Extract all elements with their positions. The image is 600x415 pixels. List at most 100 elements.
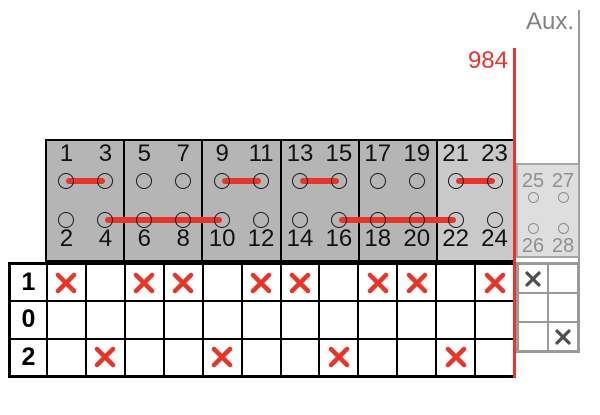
matrix-cell-r2c7 (280, 301, 320, 339)
matrix-cell-r2c11 (436, 301, 476, 339)
terminal-number-11: 11 (248, 140, 274, 167)
matrix-cell-r3c9 (358, 338, 398, 376)
terminal-block-1-4 (47, 141, 126, 260)
terminal-number-6: 6 (137, 225, 151, 252)
matrix-cell-r1c7 (280, 264, 320, 302)
matrix-cell-r3c5 (202, 338, 242, 376)
x-mark (56, 272, 77, 293)
terminal-number-21: 21 (442, 140, 469, 167)
terminal-overlay: 1 2 3 4 5 6 7 8 9 10 11 12 13 14 15 16 17 18 19 20 21 22 23 24 (47, 141, 514, 260)
matrix-cell-r2c12 (475, 301, 514, 339)
x-mark (367, 272, 389, 293)
matrix-cell-r1c3 (124, 264, 164, 302)
terminal-circle-21 (447, 173, 464, 189)
matrix-cell-r3c1 (47, 338, 86, 376)
aux-matrix-cell-r2c1 (518, 293, 548, 322)
x-mark (250, 272, 272, 293)
aux-matrix-cell-r3c1 (518, 322, 548, 351)
matrix-cell-r2c1 (47, 301, 86, 339)
matrix-cell-r2c6 (241, 301, 281, 339)
matrix-cell-r1c11 (436, 264, 476, 302)
jumper-link (105, 217, 223, 223)
aux-terminal-number-25: 25 (521, 170, 545, 192)
matrix-cell-r2c10 (397, 301, 437, 339)
matrix-cell-r2c5 (202, 301, 242, 339)
terminal-circle-11 (253, 173, 270, 189)
jumper-link (299, 178, 339, 184)
terminal-circle-23 (486, 173, 503, 189)
terminal-number-7: 7 (176, 140, 190, 167)
terminal-circle-13 (291, 173, 308, 189)
x-mark (95, 347, 116, 368)
matrix-cell-r1c9 (358, 264, 398, 302)
terminal-number-5: 5 (137, 140, 151, 167)
terminal-number-19: 19 (403, 140, 431, 167)
x-mark (133, 272, 155, 293)
wire-984-line (513, 48, 516, 378)
matrix-cell-r1c12 (475, 264, 514, 302)
terminal-block-5-8 (125, 141, 204, 260)
matrix-cell-r1c1 (47, 264, 86, 302)
matrix-cell-r1c6 (241, 264, 281, 302)
terminal-circle-8 (175, 212, 192, 228)
terminal-number-22: 22 (442, 225, 469, 252)
matrix-cell-r2c4 (163, 301, 203, 339)
terminal-circle-1 (58, 173, 75, 189)
terminal-circle-24 (486, 212, 503, 228)
terminal-number-14: 14 (286, 225, 314, 252)
x-mark (484, 272, 505, 293)
terminal-block-21-24 (437, 141, 515, 260)
aux-matrix-cell-r1c2 (548, 264, 578, 293)
aux-terminal-circle-28 (557, 223, 569, 234)
terminal-block-9-12 (203, 141, 282, 260)
terminal-circle-7 (175, 173, 192, 189)
terminal-circle-15 (330, 173, 347, 189)
terminal-number-2: 2 (59, 225, 74, 252)
wire-number-label: 984 (467, 47, 508, 74)
jumper-link (222, 178, 262, 184)
row-label-1: 1 (10, 264, 47, 302)
matrix-cell-r1c5 (202, 264, 242, 302)
x-mark (211, 347, 233, 368)
terminal-block-13-16 (281, 141, 360, 260)
aux-terminal-number-27: 27 (551, 170, 575, 192)
terminal-circle-6 (136, 212, 153, 228)
matrix-cell-r3c2 (85, 338, 125, 376)
aux-matrix-cell-r2c2 (548, 293, 578, 322)
matrix-cell-r2c3 (124, 301, 164, 339)
terminal-circle-9 (214, 173, 231, 189)
terminal-number-24: 24 (481, 225, 508, 252)
row-label-0: 0 (10, 301, 47, 339)
terminal-circle-12 (253, 212, 270, 228)
terminal-number-20: 20 (403, 225, 431, 252)
matrix-cell-r1c4 (163, 264, 203, 302)
terminal-number-1: 1 (59, 140, 74, 167)
terminal-number-23: 23 (481, 140, 508, 167)
terminal-circle-22 (447, 212, 464, 228)
x-mark (406, 272, 428, 293)
aux-terminal-block: 25 27 26 28 (516, 163, 580, 258)
aux-matrix-cell-r1c1 (518, 264, 548, 293)
terminal-circle-16 (330, 212, 347, 228)
terminal-circle-2 (58, 212, 75, 228)
terminal-number-9: 9 (215, 140, 229, 167)
terminal-number-18: 18 (364, 225, 392, 252)
aux-terminal-number-26: 26 (521, 235, 545, 257)
terminal-circle-19 (408, 173, 425, 189)
terminal-circle-18 (369, 212, 386, 228)
x-mark (289, 272, 311, 293)
matrix-cell-r1c8 (319, 264, 359, 302)
aux-terminal-circle-26 (527, 223, 539, 234)
terminal-blocks (47, 141, 515, 260)
aux-x-mark (525, 270, 541, 287)
terminal-number-10: 10 (208, 225, 236, 252)
terminal-circle-4 (97, 212, 114, 228)
terminal-block-17-20 (359, 141, 438, 260)
matrix-cell-r1c2 (85, 264, 125, 302)
terminal-number-16: 16 (325, 225, 353, 252)
jumper-link (455, 178, 495, 184)
x-mark (172, 272, 194, 293)
x-mark (328, 347, 350, 368)
